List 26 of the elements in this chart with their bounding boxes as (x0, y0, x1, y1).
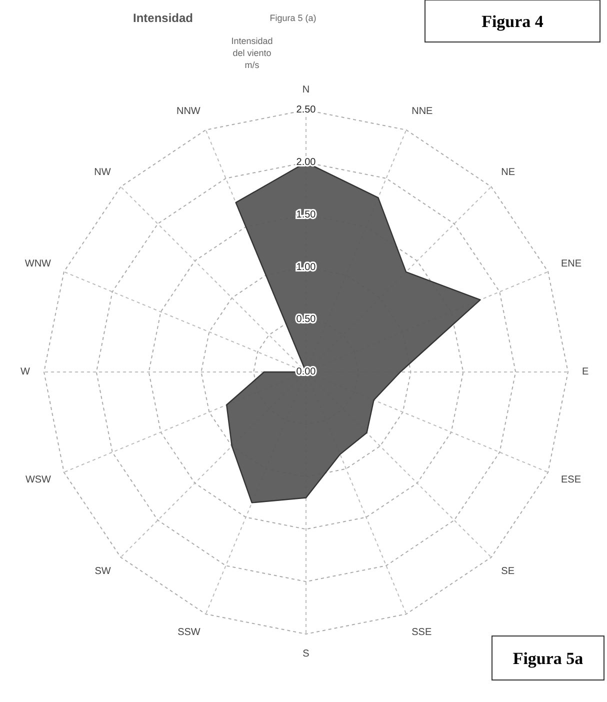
y-tick-label: 1.50 (296, 209, 316, 220)
text: Figura 4 (482, 12, 544, 31)
spoke-label: SSE (412, 627, 432, 638)
y-tick-label: 2.50 (296, 104, 316, 116)
spoke-label: NNE (412, 106, 434, 118)
spoke-label: NNW (176, 106, 201, 118)
y-tick-label: 0.00 (296, 366, 316, 378)
text: Figura 5a (512, 649, 584, 668)
chart-subtitle: Figura 5 (a) (270, 13, 316, 23)
y-tick-label: 1.00 (296, 262, 316, 273)
y-tick-label: 0.50 (296, 314, 316, 326)
spoke-label: NE (501, 167, 516, 178)
spoke-label: WSW (25, 474, 52, 486)
spoke-label: S (302, 648, 310, 660)
chart-title: Intensidad (132, 11, 194, 25)
spoke-label: NW (94, 167, 112, 178)
spoke-label: ENE (560, 258, 582, 270)
spoke-label: SW (94, 566, 112, 578)
text: Intensidad del viento m/s (231, 36, 273, 70)
spoke-label: W (20, 366, 31, 378)
spoke-label: SE (501, 566, 515, 578)
spoke-label: WNW (24, 258, 52, 270)
spoke-label: SSW (178, 627, 201, 638)
spoke-label: N (302, 84, 310, 96)
spoke-label: E (582, 366, 589, 378)
spoke-label: ESE (560, 474, 582, 486)
